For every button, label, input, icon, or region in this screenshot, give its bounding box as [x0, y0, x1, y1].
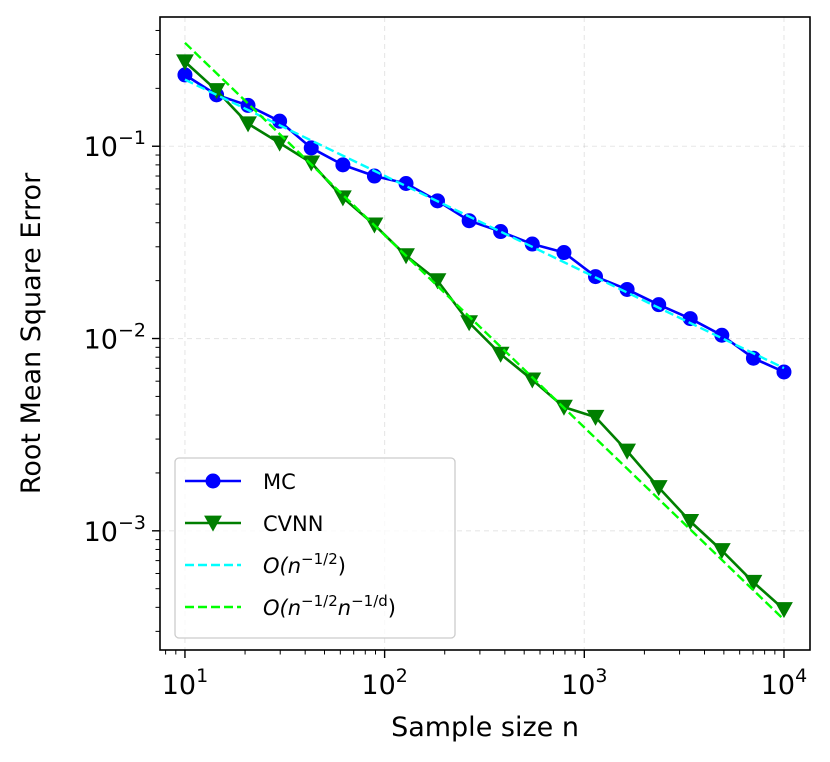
y-tick-label: 10−1	[84, 127, 146, 163]
data-point	[205, 473, 221, 489]
series-o-n-1-2-	[184, 78, 785, 370]
data-point	[745, 350, 761, 366]
legend-box	[174, 457, 456, 639]
legend-item: O(n−1/2n−1/d)	[185, 592, 396, 620]
data-point	[176, 54, 194, 71]
data-point	[712, 543, 731, 560]
legend-label: O(n−1/2n−1/d)	[263, 592, 396, 620]
data-point	[775, 602, 793, 619]
data-point	[493, 224, 509, 240]
plot-frame	[159, 16, 811, 651]
y-axis-title: Root Mean Square Error	[16, 172, 47, 494]
data-point	[303, 140, 319, 156]
legend-item: CVNN	[185, 512, 323, 536]
legend: MC CVNN O(n−1/2) O(n−1/2n−1/d)	[174, 457, 456, 639]
legend-item: O(n−1/2)	[185, 550, 346, 578]
data-point	[239, 116, 257, 133]
data-point	[270, 135, 289, 152]
x-tick-label: 104	[761, 665, 807, 701]
data-point	[776, 364, 792, 380]
series-line	[184, 78, 785, 370]
legend-label: O(n−1/2)	[263, 550, 346, 578]
legend-item: MC	[185, 470, 296, 494]
x-tick-label: 101	[162, 665, 208, 701]
data-point	[681, 514, 700, 531]
x-tick-label: 102	[361, 665, 407, 701]
data-point	[556, 245, 572, 261]
data-point	[744, 574, 763, 591]
legend-label: MC	[263, 470, 296, 494]
series-o-n-1-2-n-1-d-	[184, 41, 785, 621]
data-point	[586, 409, 605, 426]
data-point	[335, 157, 351, 173]
legend-label: CVNN	[263, 512, 323, 536]
y-tick-label: 10−3	[84, 512, 146, 548]
x-tick-label: 103	[561, 665, 607, 701]
data-point	[618, 443, 636, 460]
data-point	[207, 83, 226, 100]
plot-series	[176, 41, 793, 621]
data-point	[649, 480, 668, 497]
series-line	[184, 41, 785, 621]
x-axis-title: Sample size n	[391, 712, 579, 743]
data-point	[204, 515, 222, 532]
data-point	[651, 297, 667, 313]
y-tick-label: 10−2	[84, 320, 146, 356]
axis-ticks: 101 102 103 104 10−3 10−2 10−1	[84, 29, 807, 701]
